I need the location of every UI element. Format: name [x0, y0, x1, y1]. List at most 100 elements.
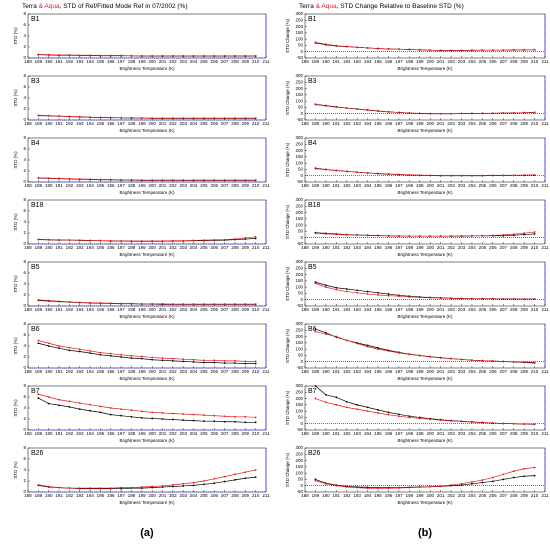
x-tick-label: 205	[479, 183, 487, 188]
point	[502, 49, 505, 52]
point	[533, 233, 536, 235]
point	[377, 487, 379, 490]
point	[523, 467, 526, 470]
point	[78, 301, 81, 304]
y-tick-label: -50	[296, 241, 303, 246]
point	[244, 179, 247, 181]
y-tick-label: 50	[298, 105, 304, 110]
x-tick-label: 204	[190, 369, 198, 374]
point	[429, 356, 432, 358]
x-tick-label: 206	[489, 183, 497, 188]
x-tick-label: 204	[190, 307, 198, 312]
x-tick-label: 197	[395, 245, 403, 250]
x-tick-label: 201	[159, 183, 167, 188]
x-tick-label: 197	[117, 59, 125, 64]
point	[68, 300, 71, 303]
x-tick-label: 188	[24, 183, 32, 188]
point	[151, 179, 154, 181]
x-tick-label: 196	[107, 431, 115, 436]
point	[533, 48, 536, 51]
x-tick-label: 195	[97, 369, 105, 374]
x-tick-label: 197	[117, 245, 125, 250]
y-tick-label: 300	[295, 321, 303, 326]
x-tick-label: 201	[437, 121, 445, 126]
x-tick-label: 191	[333, 59, 341, 64]
point	[387, 350, 390, 352]
y-tick-label: -50	[296, 179, 303, 184]
point	[523, 233, 526, 236]
point	[356, 234, 359, 237]
point	[324, 401, 327, 404]
point	[78, 54, 81, 57]
point	[523, 111, 526, 114]
x-tick-label: 196	[107, 245, 115, 250]
x-tick-label: 197	[117, 431, 125, 436]
x-tick-label: 199	[138, 183, 146, 188]
x-tick-label: 203	[458, 369, 466, 374]
point	[151, 302, 154, 305]
point	[450, 420, 452, 422]
x-axis-label: Brightness Temperature (K)	[120, 438, 175, 443]
y-axis-label: STD (%)	[13, 213, 18, 231]
point	[192, 361, 195, 363]
series-line	[38, 397, 256, 423]
x-tick-label: 200	[148, 431, 156, 436]
point	[120, 54, 123, 57]
x-tick-label: 199	[138, 369, 146, 374]
x-tick-label: 211	[262, 493, 270, 498]
y-tick-label: 0	[300, 421, 303, 426]
x-tick-label: 204	[190, 493, 198, 498]
point	[203, 420, 205, 423]
y-tick-label: 8	[23, 383, 26, 388]
plot-frame	[27, 261, 267, 307]
x-tick-label: 192	[66, 307, 74, 312]
x-tick-label: 195	[374, 431, 382, 436]
point	[254, 362, 257, 365]
point	[47, 114, 50, 117]
series-line	[315, 328, 535, 364]
y-tick-label: 6	[23, 270, 26, 275]
x-axis-label: Brightness Temperature (K)	[398, 314, 453, 319]
x-tick-label: 189	[35, 59, 43, 64]
point	[366, 234, 369, 237]
point	[244, 477, 247, 480]
x-tick-label: 204	[190, 431, 198, 436]
x-tick-label: 192	[343, 121, 351, 126]
y-tick-label: 250	[295, 451, 303, 456]
point	[481, 174, 484, 177]
point	[471, 174, 473, 177]
x-tick-label: 202	[447, 493, 455, 498]
y-tick-label: 200	[295, 24, 303, 29]
x-tick-label: 209	[520, 431, 528, 436]
x-tick-label: 206	[489, 59, 497, 64]
point	[418, 296, 421, 299]
x-tick-label: 202	[169, 493, 177, 498]
point	[182, 360, 185, 363]
point	[377, 294, 379, 296]
point	[314, 328, 317, 330]
x-tick-label: 211	[262, 183, 270, 188]
y-tick-label: 0	[300, 297, 303, 302]
point	[450, 174, 452, 177]
x-tick-label: 200	[148, 307, 156, 312]
point	[151, 417, 154, 420]
point	[254, 237, 257, 240]
series-line	[315, 467, 535, 489]
x-tick-label: 193	[76, 121, 84, 126]
x-tick-label: 204	[190, 121, 198, 126]
point	[523, 361, 526, 363]
x-tick-label: 189	[312, 245, 320, 250]
point	[366, 47, 369, 49]
x-tick-label: 188	[24, 493, 32, 498]
title-part: Terra	[22, 3, 39, 10]
point	[78, 178, 81, 180]
x-tick-label: 200	[426, 59, 434, 64]
point	[254, 235, 257, 238]
x-tick-label: 200	[426, 493, 434, 498]
point	[192, 419, 195, 422]
point	[37, 114, 40, 117]
band-label: B1	[31, 16, 40, 23]
point	[335, 484, 338, 487]
point	[387, 293, 390, 295]
x-tick-label: 190	[322, 431, 330, 436]
